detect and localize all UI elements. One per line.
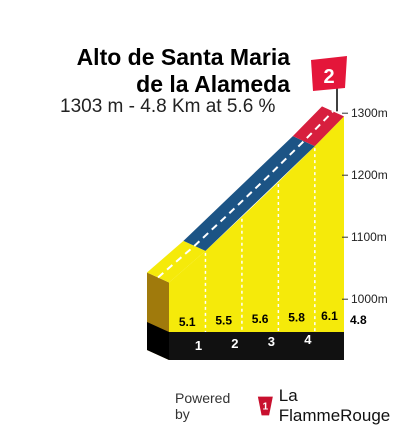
climb-summary: 1303 m - 4.8 Km at 5.6 % (60, 96, 276, 117)
profile-center-dash (157, 110, 334, 279)
elevation-label-1200: 1200m (351, 168, 388, 182)
climb-title: Alto de Santa Maria de la Alameda (77, 44, 290, 98)
elevation-profile-chart: 5.1 5.5 5.6 5.8 6.1 1 2 3 4 4.8 1000m 1100m 1200m 130… (147, 56, 388, 360)
climb-name-line-1: Alto de Santa Maria (76, 44, 290, 70)
elevation-label-1300: 1300m (351, 106, 388, 120)
gradient-label-3: 5.6 (252, 312, 269, 326)
footer: Powered by 1 La FlammeRouge (175, 386, 405, 426)
brand-name: La FlammeRouge (278, 386, 391, 425)
elevation-label-1100: 1100m (351, 230, 387, 244)
profile-front-face (169, 116, 344, 332)
gradient-label-1: 5.1 (179, 315, 196, 329)
elevation-label-1000: 1000m (351, 292, 388, 306)
profile-base (169, 332, 344, 360)
category-flag-label: 2 (323, 66, 334, 88)
km-label-2: 2 (231, 336, 238, 351)
gradient-label-4: 5.8 (288, 311, 305, 325)
powered-by-label: Powered by (175, 390, 231, 422)
total-distance-label: 4.8 (350, 313, 367, 327)
gradient-label-5: 6.1 (321, 309, 338, 323)
km-label-1: 1 (195, 338, 202, 353)
km-label-4: 4 (304, 332, 312, 347)
svg-text:1: 1 (263, 402, 269, 413)
climb-name-line-2: de la Alameda (136, 71, 290, 97)
category-flag-icon (311, 56, 347, 91)
flamme-rouge-logo-icon: 1 (257, 396, 273, 416)
gradient-label-2: 5.5 (215, 314, 232, 328)
profile-base-side (147, 322, 169, 360)
km-label-3: 3 (268, 334, 275, 349)
